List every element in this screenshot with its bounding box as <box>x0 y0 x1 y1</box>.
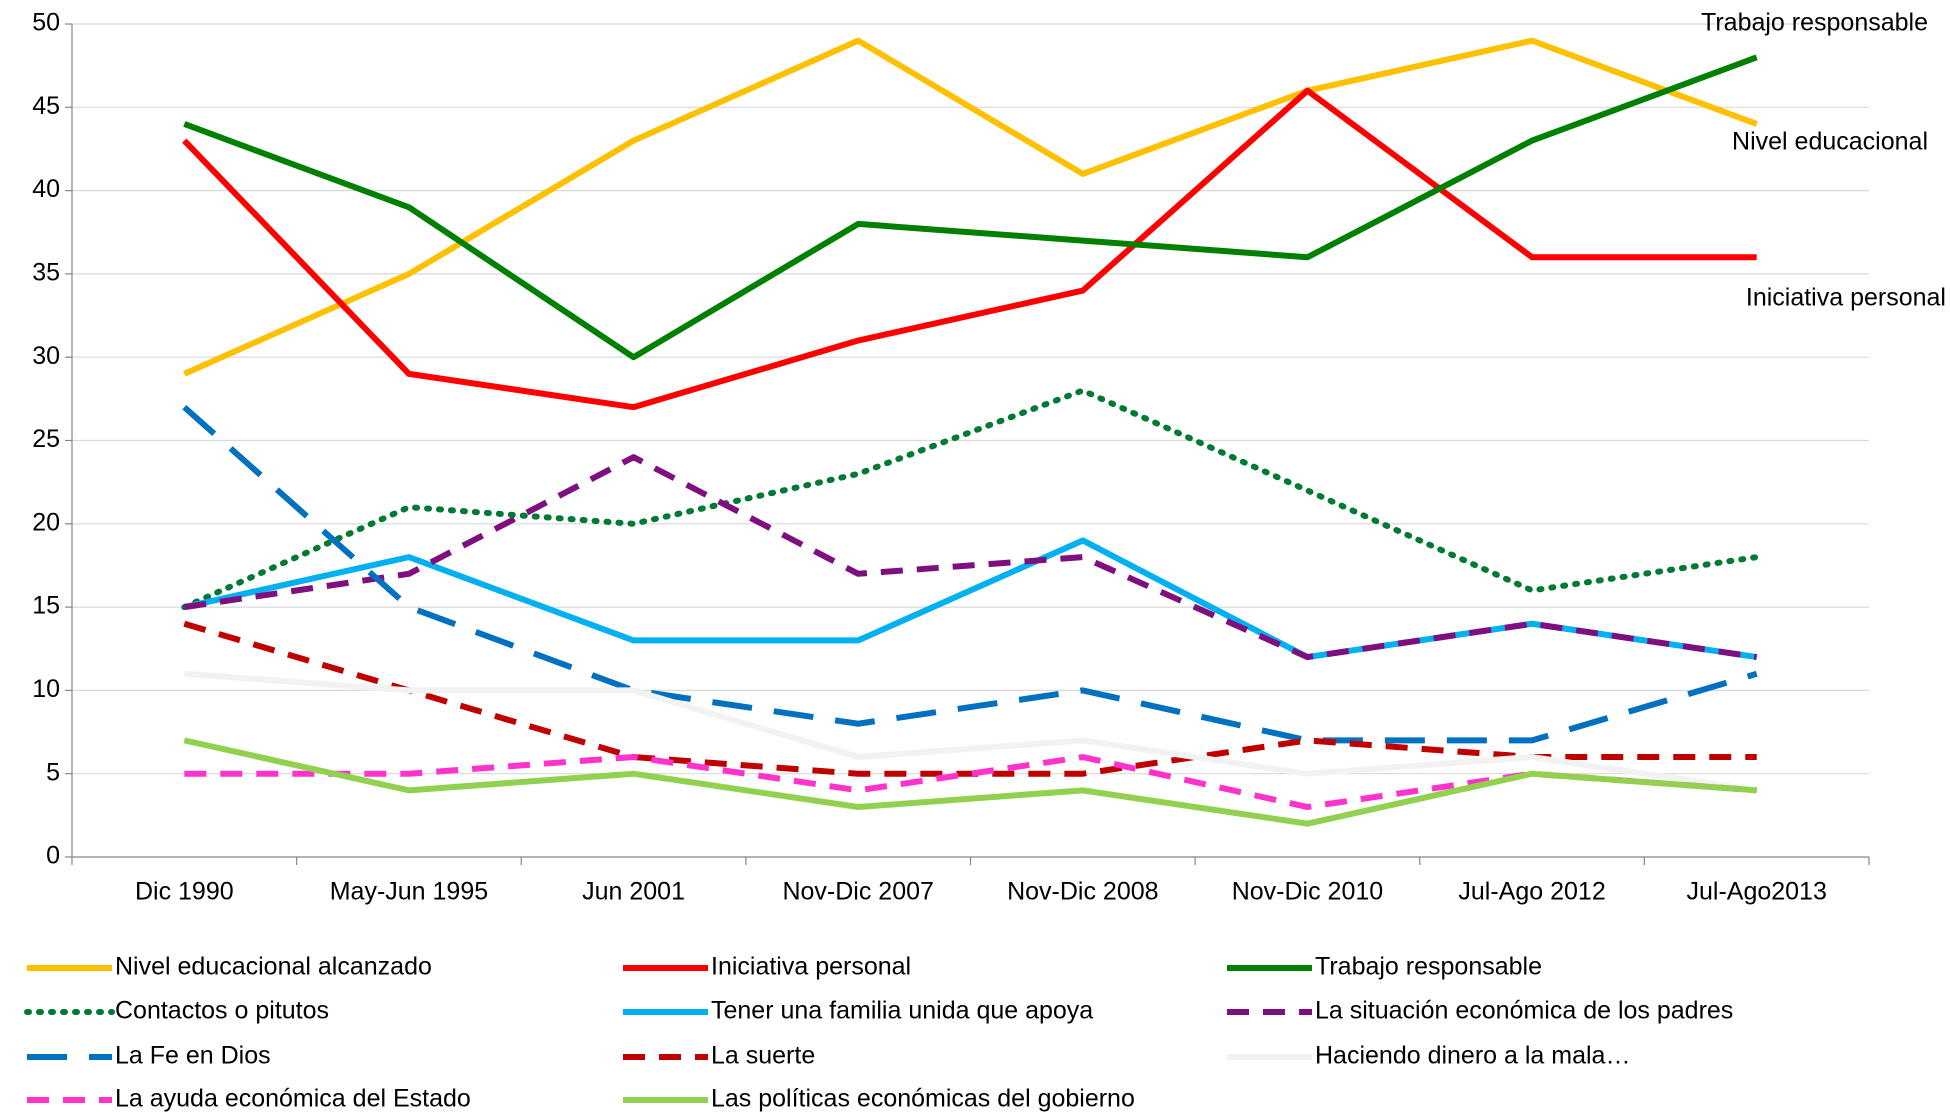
series-line <box>183 37 1758 377</box>
x-tick-label: Jul-Ago 2012 <box>1458 878 1605 906</box>
legend-label: La ayuda económica del Estado <box>115 1085 471 1113</box>
annotation: Trabajo responsable <box>1701 9 1928 37</box>
series-line <box>183 737 1757 827</box>
x-tick-label: Nov-Dic 2008 <box>1007 878 1158 906</box>
y-tick-label: 10 <box>32 675 60 703</box>
x-tick-label: Nov-Dic 2007 <box>782 878 933 906</box>
legend-label: Contactos o pitutos <box>115 997 329 1025</box>
x-tick-label: May-Jun 1995 <box>330 878 488 906</box>
annotation: Iniciativa personal <box>1746 284 1946 312</box>
series-line <box>181 387 1760 611</box>
legend-label: Nivel educacional alcanzado <box>115 953 432 981</box>
legend-label: Tener una familia unida que apoya <box>711 997 1093 1025</box>
series-line <box>184 754 1757 811</box>
legend-label: Iniciativa personal <box>711 953 911 981</box>
legend-label: Haciendo dinero a la mala… <box>1315 1042 1630 1070</box>
y-tick-label: 20 <box>32 508 60 536</box>
series-line <box>183 620 1757 777</box>
y-tick-label: 5 <box>46 758 60 786</box>
legend-label: La Fe en Dios <box>115 1042 271 1070</box>
y-tick-label: 0 <box>46 842 60 870</box>
x-tick-label: Jul-Ago2013 <box>1686 878 1826 906</box>
annotation: Nivel educacional <box>1732 128 1928 156</box>
series-line <box>184 670 1758 794</box>
series-line <box>182 404 1758 744</box>
legend-label: Las políticas económicas del gobierno <box>711 1085 1135 1113</box>
legend-label: Trabajo responsable <box>1315 953 1542 981</box>
legend-label: La situación económica de los padres <box>1315 997 1733 1025</box>
y-tick-label: 35 <box>32 259 60 287</box>
y-tick-label: 30 <box>32 342 60 370</box>
y-tick-label: 15 <box>32 592 60 620</box>
x-tick-label: Jun 2001 <box>582 878 685 906</box>
series-line <box>183 537 1758 661</box>
series-line <box>183 54 1758 361</box>
y-tick-label: 40 <box>32 175 60 203</box>
series-line <box>182 87 1757 411</box>
x-tick-label: Dic 1990 <box>135 878 234 906</box>
y-tick-label: 45 <box>32 92 60 120</box>
legend-label: La suerte <box>711 1042 815 1070</box>
y-tick-label: 25 <box>32 425 60 453</box>
x-tick-label: Nov-Dic 2010 <box>1232 878 1383 906</box>
y-tick-label: 50 <box>32 9 60 37</box>
series-line <box>183 454 1758 661</box>
